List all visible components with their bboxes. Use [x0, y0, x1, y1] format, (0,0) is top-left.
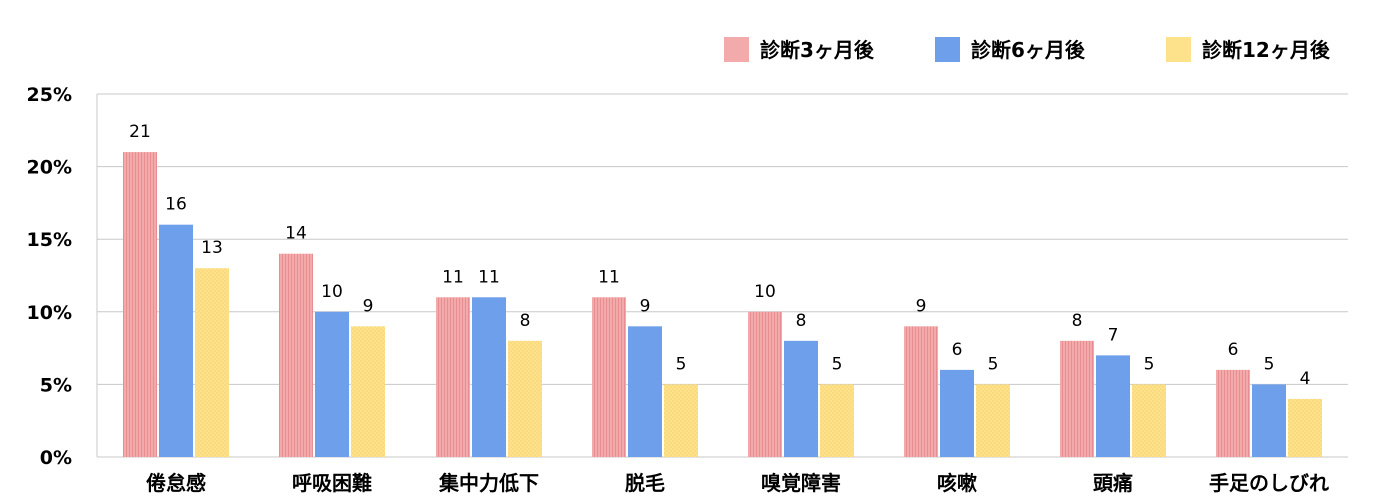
category-label: 手足のしびれ	[1209, 471, 1329, 495]
bar-0-2	[436, 297, 470, 457]
data-label-2-3: 5	[676, 354, 687, 374]
y-axis-ticks: 0% 5% 10% 15% 20% 25%	[27, 84, 72, 469]
data-label-1-4: 8	[796, 311, 807, 331]
category-label: 嗅覚障害	[761, 471, 841, 495]
legend: 診断3ヶ月後 診断6ヶ月後 診断12ヶ月後	[724, 37, 1331, 62]
bar-0-4	[748, 311, 782, 457]
category-label: 集中力低下	[438, 471, 539, 495]
category-label: 頭痛	[1093, 471, 1133, 495]
bar-0-0	[123, 152, 157, 457]
data-label-1-7: 5	[1264, 354, 1275, 374]
bar-2-1	[351, 326, 385, 457]
legend-swatch-2	[1166, 37, 1191, 62]
data-label-0-7: 6	[1228, 340, 1239, 360]
bar-2-5	[976, 384, 1010, 457]
data-label-2-1: 9	[363, 296, 374, 316]
bar-2-2	[508, 340, 542, 457]
data-label-0-3: 11	[598, 267, 620, 287]
data-label-2-6: 5	[1144, 354, 1155, 374]
bar-1-4	[784, 340, 818, 457]
y-tick-label: 10%	[27, 302, 72, 324]
data-label-2-5: 5	[988, 354, 999, 374]
bar-2-3	[664, 384, 698, 457]
bar-2-0	[195, 268, 229, 457]
bar-0-5	[904, 326, 938, 457]
y-tick-label: 20%	[27, 157, 72, 179]
bar-1-1	[315, 311, 349, 457]
data-label-2-2: 8	[520, 311, 531, 331]
legend-swatch-0	[724, 37, 749, 62]
bar-0-3	[592, 297, 626, 457]
data-label-2-4: 5	[832, 354, 843, 374]
x-axis-categories: 倦怠感 呼吸困難 集中力低下 脱毛 嗅覚障害 咳嗽 頭痛 手足のしびれ	[146, 471, 1329, 495]
bar-2-7	[1288, 398, 1322, 457]
data-label-0-1: 14	[285, 224, 307, 244]
bar-1-7	[1252, 384, 1286, 457]
bar-0-6	[1060, 340, 1094, 457]
y-tick-label: 5%	[40, 374, 72, 396]
legend-label-2: 診断12ヶ月後	[1202, 38, 1331, 62]
data-label-1-2: 11	[478, 267, 500, 287]
bar-1-3	[628, 326, 662, 457]
legend-label-1: 診断6ヶ月後	[971, 38, 1086, 62]
category-label: 倦怠感	[146, 471, 206, 495]
bar-0-7	[1216, 369, 1250, 457]
bar-1-5	[940, 369, 974, 457]
legend-swatch-1	[935, 37, 960, 62]
bar-2-6	[1132, 384, 1166, 457]
data-label-0-2: 11	[442, 267, 464, 287]
data-label-1-3: 9	[640, 296, 651, 316]
bar-1-0	[159, 224, 193, 457]
data-label-0-6: 8	[1072, 311, 1083, 331]
legend-label-0: 診断3ヶ月後	[760, 38, 875, 62]
data-label-0-5: 9	[916, 296, 927, 316]
data-label-2-0: 13	[201, 238, 223, 258]
data-label-0-4: 10	[754, 282, 776, 302]
data-label-1-6: 7	[1108, 325, 1119, 345]
bar-1-2	[472, 297, 506, 457]
category-label: 咳嗽	[937, 471, 977, 495]
bars	[123, 152, 1322, 457]
bar-1-6	[1096, 355, 1130, 457]
data-labels: 21 16 13 14 10 9 11 11 8 11 9 5 10 8 5 9 6 5 8 7 5 6 5 4	[129, 122, 1310, 389]
category-label: 脱毛	[625, 471, 665, 495]
data-label-0-0: 21	[129, 122, 151, 142]
data-label-1-0: 16	[165, 195, 187, 215]
y-tick-label: 15%	[27, 229, 72, 251]
bar-0-1	[279, 253, 313, 457]
category-label: 呼吸困難	[292, 471, 372, 495]
y-tick-label: 25%	[27, 84, 72, 106]
data-label-1-1: 10	[321, 282, 343, 302]
bar-2-4	[820, 384, 854, 457]
y-tick-label: 0%	[40, 447, 72, 469]
data-label-1-5: 6	[952, 340, 963, 360]
data-label-2-7: 4	[1300, 369, 1311, 389]
